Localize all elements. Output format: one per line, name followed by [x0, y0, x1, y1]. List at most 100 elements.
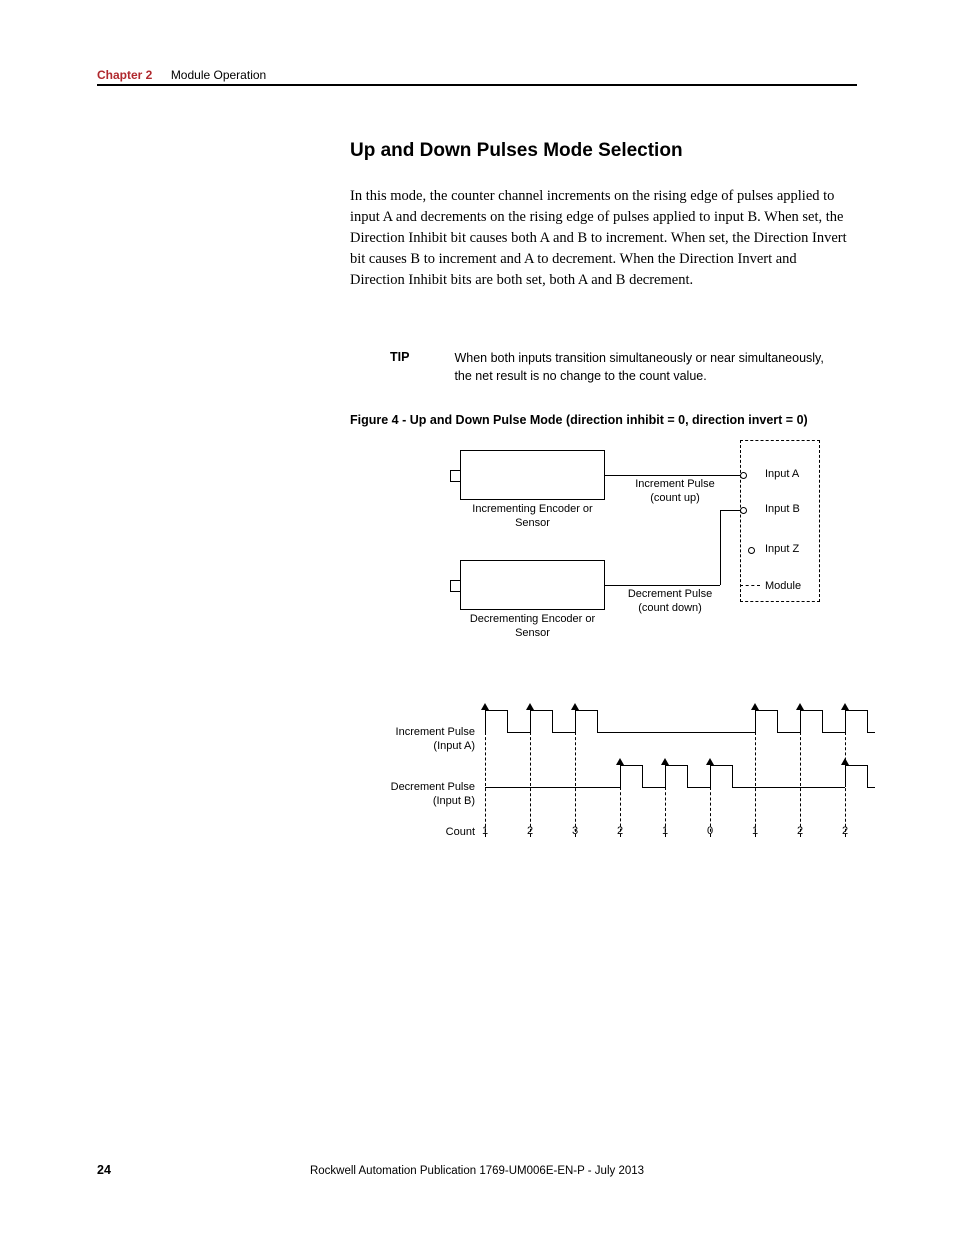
page-header: Chapter 2 Module Operation	[97, 66, 857, 84]
waveform-segment	[800, 710, 801, 732]
connector-circle-icon	[740, 472, 747, 479]
decrement-pulse-text: Decrement Pulse (count down)	[628, 588, 712, 614]
tip-text: When both inputs transition simultaneous…	[454, 350, 844, 385]
waveform-segment	[597, 710, 598, 732]
input-b-label: Input B	[765, 503, 800, 515]
encoder-tab-icon	[450, 470, 460, 482]
count-value: 1	[662, 825, 668, 837]
arrow-up-icon	[796, 703, 804, 710]
decrement-label-text: Decrement Pulse (Input B)	[391, 781, 475, 807]
waveform-segment	[575, 710, 576, 732]
count-value: 3	[572, 825, 578, 837]
waveform-segment	[687, 787, 710, 788]
count-label: Count	[380, 825, 475, 839]
section-heading: Up and Down Pulses Mode Selection	[350, 140, 683, 162]
tip-label: TIP	[390, 350, 450, 364]
waveform-segment	[777, 710, 778, 732]
line-input-b	[720, 510, 740, 511]
increment-pulse-text: Increment Pulse (count up)	[635, 478, 714, 504]
waveform-segment	[620, 765, 642, 766]
decrementing-encoder-text: Decrementing Encoder or Sensor	[470, 613, 595, 639]
count-value: 2	[797, 825, 803, 837]
dashed-guideline	[845, 732, 846, 837]
waveform-segment	[755, 710, 777, 711]
arrow-up-icon	[751, 703, 759, 710]
waveform-segment	[867, 710, 868, 732]
dashed-guideline	[485, 732, 486, 837]
waveform-segment	[867, 787, 875, 788]
count-value: 2	[527, 825, 533, 837]
timing-diagram: Increment Pulse (Input A) Decrement Puls…	[380, 695, 880, 875]
dashed-guideline	[530, 732, 531, 837]
module-box	[740, 440, 820, 602]
waveform-segment	[822, 732, 845, 733]
arrow-up-icon	[661, 758, 669, 765]
input-z-label: Input Z	[765, 543, 799, 555]
waveform-segment	[485, 710, 507, 711]
waveform-segment	[822, 710, 823, 732]
waveform-segment	[620, 765, 621, 787]
encoder-tab-icon	[450, 580, 460, 592]
waveform-segment	[642, 765, 643, 787]
waveform-segment	[845, 765, 867, 766]
section-body: In this mode, the counter channel increm…	[350, 186, 850, 291]
arrow-up-icon	[706, 758, 714, 765]
header-rule	[97, 84, 857, 86]
timing-canvas: 1 2 3 2 1 0 1 2 2	[480, 695, 880, 855]
line-decrement-v	[720, 510, 721, 585]
count-label-text: Count	[446, 826, 475, 838]
waveform-segment	[485, 710, 486, 732]
waveform-segment	[732, 765, 733, 787]
figure-caption: Figure 4 - Up and Down Pulse Mode (direc…	[350, 413, 808, 427]
arrow-up-icon	[841, 703, 849, 710]
count-value: 2	[617, 825, 623, 837]
waveform-segment	[755, 710, 756, 732]
waveform-segment	[710, 765, 711, 787]
waveform-segment	[530, 710, 531, 732]
waveform-segment	[800, 710, 822, 711]
dashed-guideline	[755, 732, 756, 837]
waveform-segment	[665, 765, 687, 766]
waveform-segment	[687, 765, 688, 787]
waveform-segment	[845, 710, 846, 732]
input-a-label: Input A	[765, 468, 799, 480]
waveform-segment	[530, 710, 552, 711]
chapter-number: Chapter 2	[97, 68, 152, 82]
arrow-up-icon	[616, 758, 624, 765]
waveform-segment	[710, 765, 732, 766]
decrementing-encoder-label: Decrementing Encoder or Sensor	[460, 613, 605, 641]
incrementing-encoder-box	[460, 450, 605, 500]
waveform-segment	[507, 710, 508, 732]
block-diagram: Incrementing Encoder or Sensor Decrement…	[440, 440, 870, 670]
tip-block: TIP When both inputs transition simultan…	[390, 350, 850, 385]
waveform-segment	[507, 732, 530, 733]
waveform-segment	[552, 710, 553, 732]
arrow-up-icon	[526, 703, 534, 710]
count-value: 0	[707, 825, 713, 837]
decrement-pulse-timing-label: Decrement Pulse (Input B)	[380, 780, 475, 809]
waveform-segment	[597, 732, 755, 733]
count-value: 1	[752, 825, 758, 837]
arrow-up-icon	[481, 703, 489, 710]
increment-pulse-timing-label: Increment Pulse (Input A)	[380, 725, 475, 754]
waveform-segment	[575, 710, 597, 711]
line-decrement-h	[605, 585, 720, 586]
waveform-segment	[867, 765, 868, 787]
decrement-pulse-label: Decrement Pulse (count down)	[615, 588, 725, 616]
dashed-guideline	[575, 732, 576, 837]
waveform-segment	[665, 765, 666, 787]
incrementing-encoder-label: Incrementing Encoder or Sensor	[470, 503, 595, 531]
connector-circle-icon	[740, 507, 747, 514]
line-module-dashed	[740, 585, 760, 586]
waveform-segment	[485, 787, 620, 788]
count-value: 2	[842, 825, 848, 837]
increment-label-text: Increment Pulse (Input A)	[396, 726, 475, 752]
chapter-title: Module Operation	[171, 68, 266, 82]
waveform-segment	[732, 787, 845, 788]
dashed-guideline	[800, 732, 801, 837]
count-value: 1	[482, 825, 488, 837]
waveform-segment	[552, 732, 575, 733]
waveform-segment	[845, 710, 867, 711]
waveform-segment	[642, 787, 665, 788]
arrow-up-icon	[571, 703, 579, 710]
